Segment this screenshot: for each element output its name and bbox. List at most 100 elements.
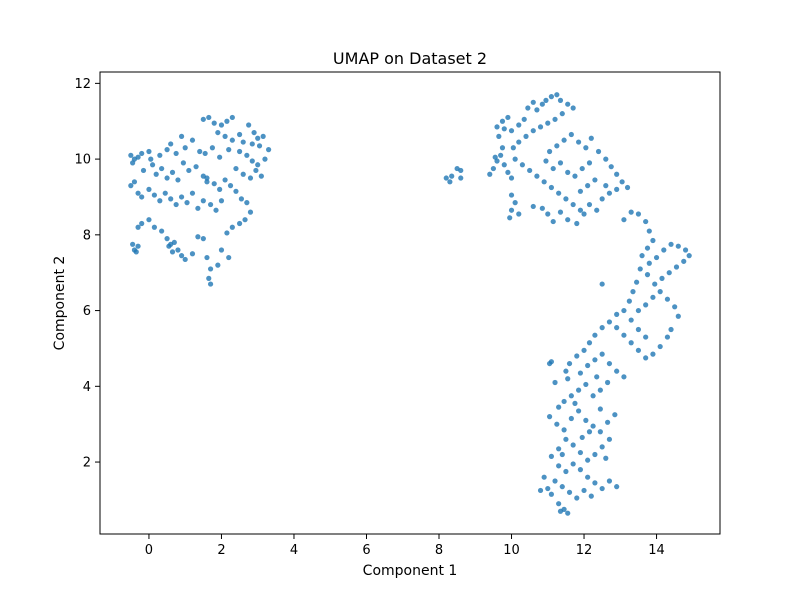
data-point [561, 398, 567, 405]
data-point [559, 111, 565, 117]
data-point [236, 220, 243, 227]
data-point [563, 436, 569, 442]
data-point [215, 262, 221, 268]
data-point [507, 215, 513, 221]
data-point [577, 449, 584, 456]
data-point [672, 304, 678, 310]
data-point [501, 162, 507, 168]
data-point [543, 158, 549, 164]
data-point [498, 152, 504, 158]
data-point [508, 128, 515, 134]
data-point [218, 198, 225, 204]
data-point [565, 217, 571, 223]
data-point [576, 408, 582, 414]
points-layer [128, 92, 692, 516]
data-point [148, 156, 154, 162]
data-point [173, 150, 179, 157]
data-point [229, 137, 235, 143]
data-point [639, 253, 645, 259]
data-point [563, 368, 569, 374]
data-point [570, 461, 576, 467]
data-point [266, 147, 272, 153]
data-point [195, 205, 201, 211]
data-point [566, 360, 573, 367]
data-point [255, 135, 261, 141]
data-point [200, 198, 206, 204]
data-point [686, 253, 692, 259]
data-point [244, 200, 250, 206]
data-point [512, 156, 518, 162]
data-point [519, 162, 526, 168]
data-point [180, 160, 186, 166]
data-point [510, 145, 516, 151]
data-point [554, 143, 560, 149]
data-point [619, 179, 625, 185]
data-point [675, 243, 681, 249]
data-point [242, 217, 248, 223]
data-point [204, 254, 210, 261]
data-point [599, 485, 605, 492]
data-point [499, 118, 506, 124]
data-point [238, 196, 244, 202]
data-point [628, 209, 634, 215]
data-point [565, 101, 571, 107]
data-point [592, 480, 598, 486]
data-point [590, 393, 596, 399]
data-point [443, 175, 449, 181]
data-point [621, 307, 627, 314]
data-point [490, 165, 496, 172]
data-point [135, 243, 141, 249]
data-point [206, 114, 212, 121]
data-point [606, 360, 613, 367]
data-point [586, 201, 593, 208]
data-point [583, 145, 589, 151]
data-point [673, 264, 680, 270]
data-point [447, 179, 453, 185]
data-point [207, 201, 214, 208]
data-point [599, 444, 605, 450]
data-point [215, 129, 221, 136]
data-point [178, 133, 185, 139]
data-point [586, 340, 593, 346]
data-point [189, 137, 196, 143]
data-point [565, 169, 571, 175]
data-point [458, 175, 464, 181]
data-point [644, 245, 651, 251]
data-point [550, 165, 556, 172]
data-point [603, 156, 609, 162]
data-point [568, 415, 574, 422]
data-point [568, 131, 574, 138]
data-point [501, 126, 507, 132]
data-point [650, 351, 656, 357]
data-point [539, 101, 545, 107]
data-point [664, 296, 671, 302]
data-point [552, 478, 558, 484]
data-point [193, 164, 199, 170]
data-point [548, 491, 555, 497]
data-point [207, 266, 214, 272]
data-point [534, 173, 540, 179]
x-tick-label: 12 [576, 543, 593, 558]
data-point [552, 379, 558, 386]
data-point [157, 152, 163, 158]
data-point [202, 150, 208, 157]
x-tick-label: 6 [362, 543, 370, 558]
data-point [605, 419, 611, 425]
data-point [643, 302, 649, 308]
data-point [624, 184, 631, 191]
data-point [599, 325, 605, 331]
data-point [184, 200, 190, 206]
y-tick-label: 8 [83, 228, 91, 243]
data-point [135, 190, 141, 196]
data-point [630, 289, 636, 295]
data-point [586, 429, 593, 435]
data-point [646, 260, 652, 266]
data-point [246, 122, 252, 128]
y-tick-label: 4 [83, 380, 91, 395]
data-point [251, 129, 257, 136]
data-point [204, 179, 210, 185]
data-point [557, 160, 564, 166]
data-point [556, 446, 562, 452]
data-point [541, 179, 547, 185]
data-point [626, 298, 632, 304]
